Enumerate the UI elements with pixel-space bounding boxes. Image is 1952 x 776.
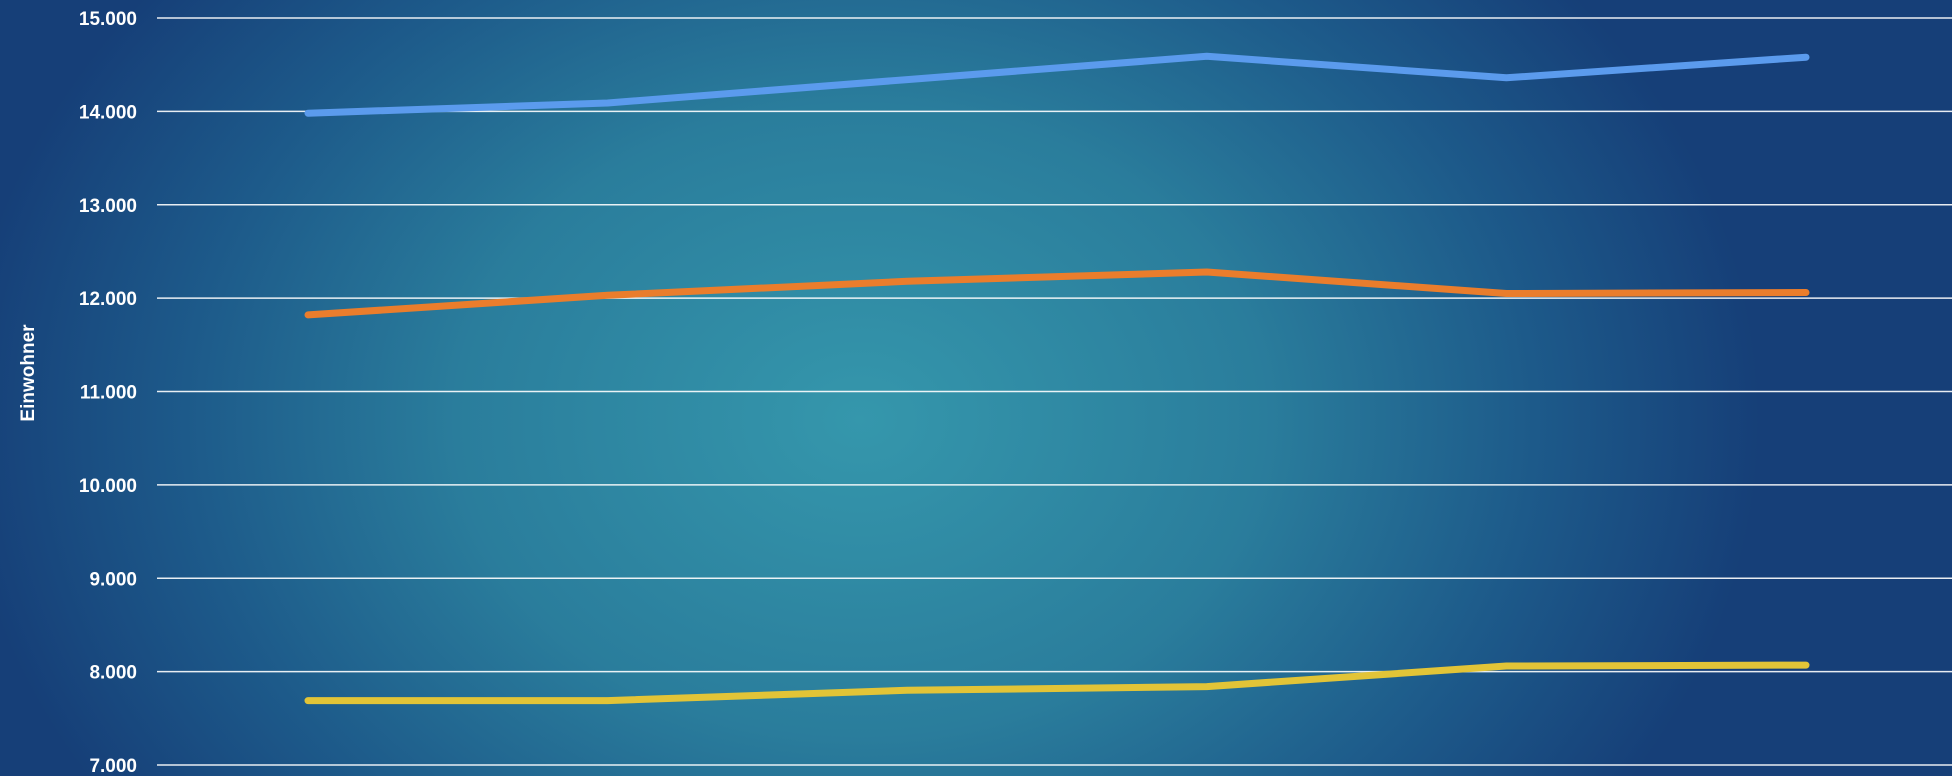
y-tick-label: 13.000 [79,196,137,217]
y-tick-label: 12.000 [79,289,137,310]
y-tick-label: 8.000 [89,663,137,684]
y-tick-label: 14.000 [79,102,137,123]
y-axis-title: Einwohner [18,324,39,422]
y-tick-label: 15.000 [79,9,137,30]
y-tick-label: 10.000 [79,476,137,497]
y-tick-label: 9.000 [89,569,137,590]
series-line-3 [304,661,1810,705]
y-tick-label: 7.000 [89,756,137,776]
series-line-2 [304,268,1810,319]
y-tick-labels: 15.000 14.000 13.000 12.000 11.000 10.000 9.00… [79,9,137,776]
y-tick-label: 11.000 [80,383,137,404]
gridlines [157,17,1952,766]
series-line-1 [304,52,1810,117]
series-lines [304,52,1810,705]
